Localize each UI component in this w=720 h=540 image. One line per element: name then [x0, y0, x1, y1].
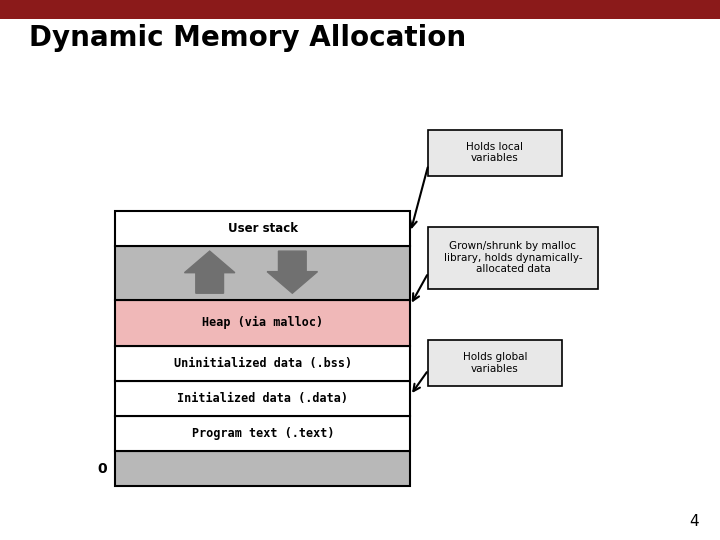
Bar: [115, 416, 410, 451]
Text: Holds global
variables: Holds global variables: [463, 353, 527, 374]
Bar: [115, 300, 410, 346]
Text: User stack: User stack: [228, 221, 298, 235]
Text: 0: 0: [97, 462, 107, 476]
Bar: [115, 381, 410, 416]
Text: Holds local
variables: Holds local variables: [467, 141, 523, 163]
Text: Initialized data (.data): Initialized data (.data): [177, 392, 348, 405]
Text: Dynamic Memory Allocation: Dynamic Memory Allocation: [29, 24, 466, 52]
Bar: [115, 211, 410, 246]
Bar: [115, 451, 410, 486]
Bar: [115, 246, 410, 300]
Text: 4: 4: [689, 514, 698, 529]
Bar: [115, 346, 410, 381]
FancyBboxPatch shape: [428, 227, 598, 289]
Polygon shape: [184, 251, 235, 293]
Text: Heap (via malloc): Heap (via malloc): [202, 316, 323, 329]
Text: Program text (.text): Program text (.text): [192, 427, 334, 440]
Polygon shape: [267, 251, 318, 293]
FancyBboxPatch shape: [428, 130, 562, 176]
FancyBboxPatch shape: [428, 340, 562, 386]
Text: Uninitialized data (.bss): Uninitialized data (.bss): [174, 356, 352, 370]
Text: Grown/shrunk by malloc
library, holds dynamically-
allocated data: Grown/shrunk by malloc library, holds dy…: [444, 241, 582, 274]
Bar: [0, 0, 720, 19]
